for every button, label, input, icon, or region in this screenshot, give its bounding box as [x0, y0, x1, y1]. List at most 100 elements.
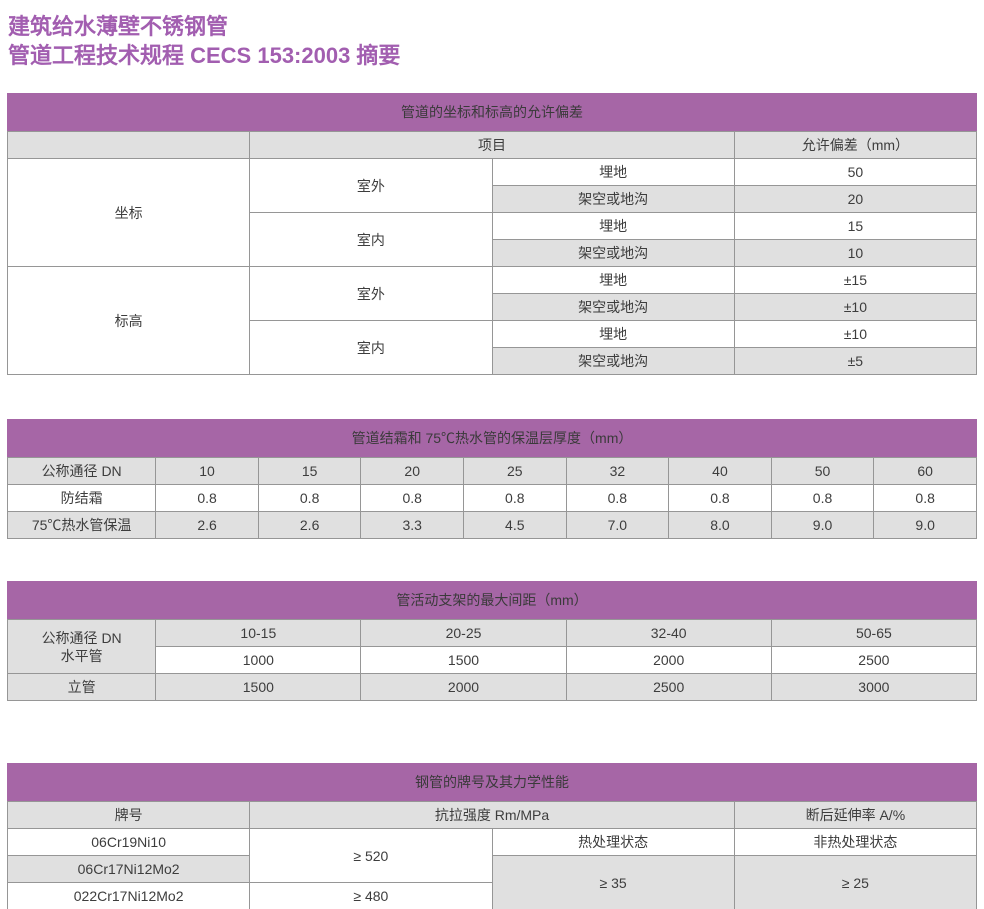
value-cell: ±10	[733, 293, 978, 321]
steel-table-caption: 钢管的牌号及其力学性能	[7, 763, 977, 801]
value-cell: 0.8	[873, 484, 977, 512]
row-label: 75℃热水管保温	[6, 511, 157, 539]
steel-grade-section: 钢管的牌号及其力学性能 牌号 抗拉强度 Rm/MPa 断后延伸率 A/% 06C…	[6, 763, 978, 909]
header-dn-label: 公称通径 DN	[6, 457, 157, 485]
table-row: 架空或地沟 ±10	[8, 293, 978, 321]
header-deviation: 允许偏差（mm）	[733, 131, 978, 159]
value-cell: 9.0	[873, 511, 977, 539]
type-cell: 架空或地沟	[491, 347, 735, 375]
type-cell: 埋地	[491, 320, 735, 348]
value-cell: ±15	[733, 266, 978, 294]
dn-cell: 40	[668, 457, 772, 485]
insulation-header-row: 公称通径 DN 10 15 20 25 32 40 50 60	[6, 457, 977, 485]
support-spacing-section: 管活动支架的最大间距（mm） 公称通径 DN 水平管 10-15 20-25 3…	[6, 581, 978, 701]
subheader-non-heat-treated: 非热处理状态	[733, 828, 978, 856]
subheader-heat-treated: 热处理状态	[491, 828, 735, 856]
dn-cell: 15	[257, 457, 362, 485]
table-row: 室内 埋地 15	[8, 212, 978, 267]
dn-range-cell: 50-65	[770, 619, 978, 647]
header-tensile: 抗拉强度 Rm/MPa	[249, 801, 735, 829]
deviation-table-caption: 管道的坐标和标高的允许偏差	[7, 93, 977, 131]
elongation-cell: ≥ 35	[491, 855, 735, 909]
deviation-section: 管道的坐标和标高的允许偏差 项目 允许偏差（mm） 坐标 室外 埋地 50 架空…	[6, 93, 978, 375]
empty-header-cell	[6, 131, 251, 159]
header-dn-horizontal-label: 公称通径 DN 水平管	[6, 619, 157, 674]
dn-range-cell: 32-40	[565, 619, 772, 647]
support-table: 公称通径 DN 水平管 10-15 20-25 32-40 50-65 1000…	[6, 619, 978, 701]
row-label: 防结霜	[6, 484, 157, 512]
table-row: 立管 1500 2000 2500 3000	[6, 673, 978, 701]
table-row: 防结霜 0.8 0.8 0.8 0.8 0.8 0.8 0.8 0.8	[6, 484, 977, 512]
value-cell: 1000	[155, 646, 362, 674]
dn-cell: 20	[360, 457, 464, 485]
type-cell: 埋地	[491, 266, 735, 294]
value-cell: 3.3	[360, 511, 464, 539]
value-cell: 2.6	[155, 511, 259, 539]
value-cell: 10	[733, 239, 978, 267]
value-cell: 0.8	[360, 484, 464, 512]
type-cell: 架空或地沟	[491, 185, 735, 213]
table-row: 06Cr19Ni10 ≥ 520 热处理状态 非热处理状态	[6, 828, 978, 883]
value-cell: 0.8	[565, 484, 670, 512]
value-cell: 3000	[770, 673, 978, 701]
section-cell: 室外	[249, 158, 493, 213]
dn-cell: 50	[770, 457, 875, 485]
header-dn-line: 公称通径 DN	[41, 629, 122, 646]
table-row: 架空或地沟 10	[8, 239, 978, 267]
value-cell: 0.8	[155, 484, 259, 512]
tensile-cell: ≥ 520	[249, 828, 493, 883]
value-cell: 50	[733, 158, 978, 186]
value-cell: 0.8	[770, 484, 875, 512]
value-cell: 7.0	[565, 511, 670, 539]
tensile-cell: ≥ 480	[249, 882, 493, 909]
dn-cell: 25	[463, 457, 567, 485]
value-cell: 2000	[360, 673, 567, 701]
riser-label: 立管	[6, 673, 157, 701]
insulation-table-caption: 管道结霜和 75℃热水管的保温层厚度（mm）	[7, 419, 977, 457]
steel-header-row: 牌号 抗拉强度 Rm/MPa 断后延伸率 A/%	[6, 801, 978, 829]
steel-table: 牌号 抗拉强度 Rm/MPa 断后延伸率 A/% 06Cr19Ni10 ≥ 52…	[6, 801, 978, 909]
value-cell: ±5	[733, 347, 978, 375]
elongation-cell: ≥ 25	[733, 855, 978, 909]
value-cell: 1500	[155, 673, 362, 701]
grade-cell: 022Cr17Ni12Mo2	[6, 882, 251, 909]
section-cell: 室外	[249, 266, 493, 321]
value-cell: ±10	[733, 320, 978, 348]
type-cell: 埋地	[491, 212, 735, 240]
title-line-2: 管道工程技术规程 CECS 153:2003 摘要	[8, 43, 401, 68]
table-row: 022Cr17Ni12Mo2 ≥ 480	[6, 882, 977, 909]
table-row: 06Cr17Ni12Mo2 ≥ 35 ≥ 25	[6, 855, 978, 909]
group-cell: 坐标	[6, 158, 251, 267]
type-cell: 架空或地沟	[491, 239, 735, 267]
table-row: 坐标 室外 埋地 50	[6, 158, 978, 267]
table-row: 室内 埋地 ±10	[8, 320, 978, 375]
dn-cell: 32	[565, 457, 670, 485]
section-cell: 室内	[249, 212, 493, 267]
deviation-header-row: 项目 允许偏差（mm）	[6, 131, 978, 159]
value-cell: 2500	[565, 673, 772, 701]
dn-cell: 60	[873, 457, 977, 485]
insulation-table: 公称通径 DN 10 15 20 25 32 40 50 60 防结霜 0.8 …	[6, 457, 977, 539]
value-cell: 1500	[360, 646, 567, 674]
value-cell: 2.6	[257, 511, 362, 539]
dn-cell: 10	[155, 457, 259, 485]
value-cell: 0.8	[668, 484, 772, 512]
value-cell: 8.0	[668, 511, 772, 539]
value-cell: 2000	[565, 646, 772, 674]
insulation-section: 管道结霜和 75℃热水管的保温层厚度（mm） 公称通径 DN 10 15 20 …	[6, 419, 977, 539]
deviation-table: 项目 允许偏差（mm） 坐标 室外 埋地 50 架空或地沟 20 室内 埋地 1…	[6, 131, 978, 375]
support-header-row: 公称通径 DN 水平管 10-15 20-25 32-40 50-65	[6, 619, 978, 674]
header-project: 项目	[249, 131, 735, 159]
type-cell: 埋地	[491, 158, 735, 186]
header-elongation: 断后延伸率 A/%	[733, 801, 978, 829]
dn-range-cell: 20-25	[360, 619, 567, 647]
value-cell: 15	[733, 212, 978, 240]
table-row: 架空或地沟 ±5	[8, 347, 978, 375]
grade-cell: 06Cr17Ni12Mo2	[6, 855, 251, 883]
header-horizontal-line: 水平管	[60, 647, 103, 664]
value-cell: 4.5	[463, 511, 567, 539]
table-row: 75℃热水管保温 2.6 2.6 3.3 4.5 7.0 8.0 9.0 9.0	[6, 511, 977, 539]
header-grade: 牌号	[6, 801, 251, 829]
dn-range-cell: 10-15	[155, 619, 362, 647]
